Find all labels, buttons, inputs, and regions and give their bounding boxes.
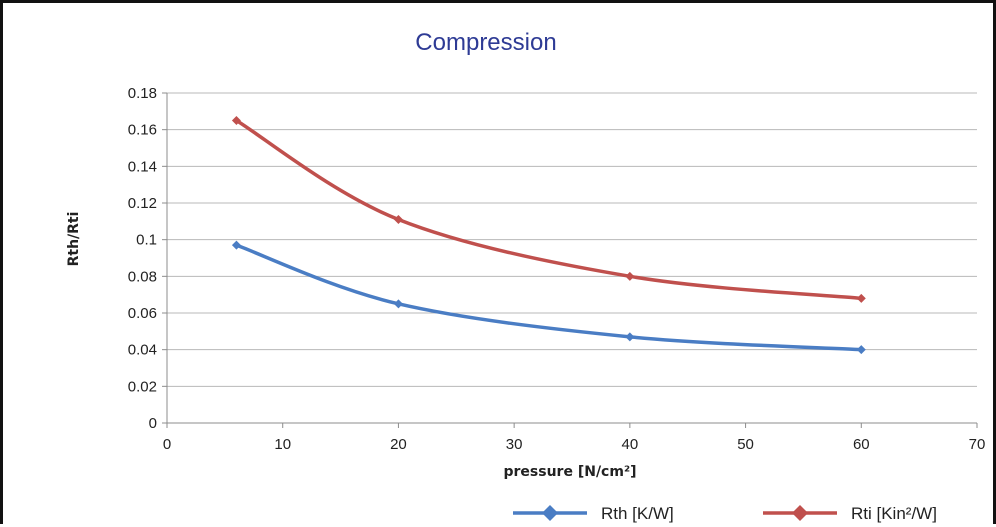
legend-label: Rti [Kin²/W] <box>851 504 937 523</box>
data-point <box>393 215 403 224</box>
x-axis-title: pressure [N/cm²] <box>504 464 637 480</box>
y-tick-label: 0.14 <box>128 158 157 175</box>
y-tick-label: 0.16 <box>128 122 157 139</box>
x-tick-label: 70 <box>969 436 986 453</box>
legend-item: Rth [K/W] <box>513 504 674 523</box>
chart-title: Compression <box>415 29 556 56</box>
y-axis-title: Rth/Rti <box>66 212 82 267</box>
y-tick-label: 0.18 <box>128 85 157 102</box>
data-point <box>625 332 635 342</box>
data-point <box>856 293 866 303</box>
y-tick-label: 0.1 <box>136 232 157 249</box>
x-tick-label: 50 <box>737 436 754 453</box>
axes <box>166 93 977 424</box>
data-point <box>856 345 866 355</box>
y-axis-ticks: 0 0.02 0.04 0.06 0.08 0.1 0.12 0.14 0.16 0.18 <box>128 85 167 432</box>
series-group <box>231 116 866 355</box>
legend-label: Rth [K/W] <box>601 504 674 523</box>
gridlines <box>167 92 977 387</box>
data-point <box>625 271 635 281</box>
x-tick-label: 40 <box>622 436 639 453</box>
series-rti <box>231 116 866 303</box>
y-tick-label: 0 <box>149 415 157 432</box>
x-tick-label: 30 <box>506 436 523 453</box>
y-tick-label: 0.12 <box>128 195 157 212</box>
legend-marker <box>792 505 808 521</box>
x-axis-ticks: 0 10 20 30 40 50 60 70 <box>163 423 986 453</box>
y-tick-label: 0.04 <box>128 342 157 359</box>
data-point <box>231 116 241 125</box>
x-tick-label: 60 <box>853 436 870 453</box>
series-line <box>234 118 864 301</box>
legend: Rth [K/W] Rti [Kin²/W] <box>513 504 937 523</box>
data-point <box>393 299 403 309</box>
x-tick-label: 20 <box>390 436 407 453</box>
series-rth <box>231 240 866 355</box>
y-tick-label: 0.08 <box>128 268 157 285</box>
legend-marker <box>542 505 558 521</box>
data-point <box>231 240 241 250</box>
legend-item: Rti [Kin²/W] <box>763 504 937 523</box>
y-tick-label: 0.02 <box>128 378 157 395</box>
x-tick-label: 0 <box>163 436 171 453</box>
line-chart: Compression 0 0.02 0.04 0.06 0.08 0.1 0.12 0.14… <box>66 29 986 523</box>
series-line <box>234 243 864 352</box>
y-tick-label: 0.06 <box>128 305 157 322</box>
x-tick-label: 10 <box>274 436 291 453</box>
